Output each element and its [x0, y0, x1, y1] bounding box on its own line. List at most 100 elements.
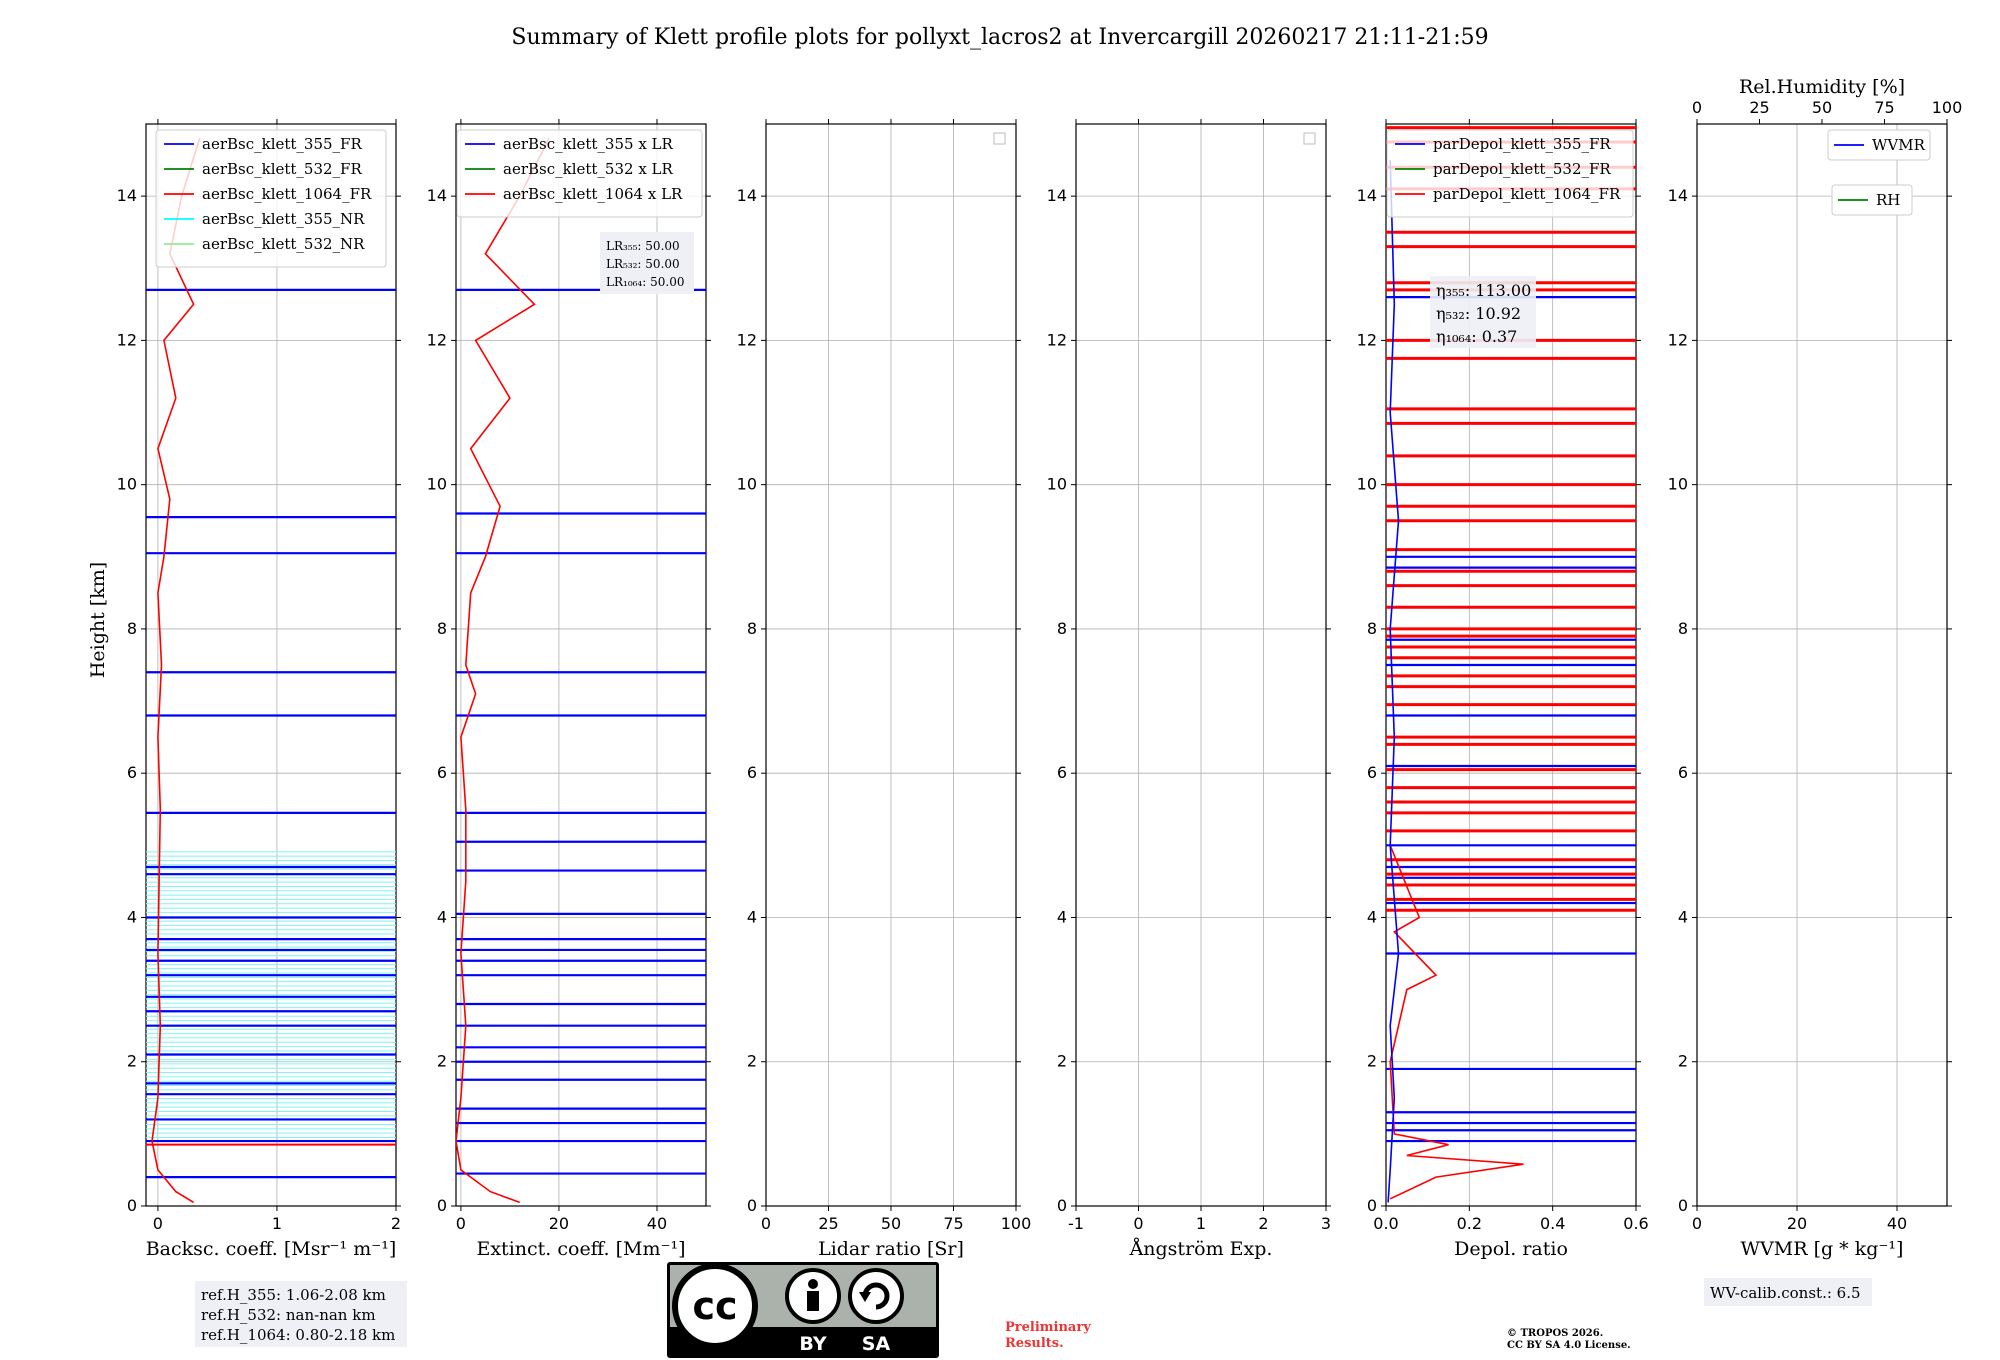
- sa-arrow-head: [859, 1292, 871, 1302]
- by-person-head: [808, 1279, 818, 1289]
- panel-frame: [145, 123, 397, 1207]
- top-x-tick-label: 50: [1812, 98, 1832, 117]
- by-label: BY: [799, 1333, 826, 1355]
- sa-share-icon: [848, 1268, 904, 1324]
- refh-532: ref.H_532: nan-nan km: [201, 1306, 376, 1324]
- cc-by-sa-badge: cc BY SA: [667, 1262, 939, 1358]
- y-tick-label: 10: [117, 475, 137, 494]
- x-tick-label: 2: [1258, 1214, 1268, 1233]
- empty-legend-box: [993, 132, 1006, 145]
- x-tick-label: 0: [456, 1214, 466, 1233]
- x-tick-label: 50: [881, 1214, 901, 1233]
- x-tick-label: 40: [647, 1214, 667, 1233]
- ext-legend-entry: aerBsc_klett_1064 x LR: [503, 185, 683, 203]
- y-tick-label: 14: [1047, 186, 1067, 205]
- wv-calib-text: WV-calib.const.: 6.5: [1710, 1284, 1861, 1302]
- y-tick-label: 12: [427, 330, 447, 349]
- x-tick-label: 0: [1133, 1214, 1143, 1233]
- y-tick-label: 2: [1057, 1052, 1067, 1071]
- x-tick-label: 0.0: [1373, 1214, 1398, 1233]
- panel-extinction: 0 20 40 0 2 4 6 8 10 12 14 Extinct. coeff. [Mm⁻¹] ae…: [427, 119, 711, 1260]
- y-tick-label: 12: [1357, 330, 1377, 349]
- x-axis-label: Backsc. coeff. [Msr⁻¹ m⁻¹]: [146, 1238, 397, 1260]
- top-x-tick-label: 25: [1749, 98, 1769, 117]
- x-tick-label: 1: [272, 1214, 282, 1233]
- y-tick-label: 4: [437, 907, 447, 926]
- eta-annotation-box: [1430, 276, 1536, 348]
- preliminary-line1: Preliminary: [1005, 1320, 1091, 1335]
- top-x-tick-label: 75: [1874, 98, 1894, 117]
- y-tick-label: 10: [1668, 475, 1688, 494]
- x-tick-label: 2: [391, 1214, 401, 1233]
- panel-data-layer: [146, 138, 396, 1204]
- eta-annotation-line: η₅₃₂: 10.92: [1436, 304, 1521, 323]
- y-tick-label: 12: [1668, 330, 1688, 349]
- dep-legend-entry: parDepol_klett_355_FR: [1433, 135, 1611, 153]
- figure-title: Summary of Klett profile plots for polly…: [511, 25, 1488, 50]
- y-tick-label: 8: [1057, 619, 1067, 638]
- empty-legend-box: [1303, 132, 1316, 145]
- ext1064-profile: [456, 138, 550, 1204]
- refh-box-bg: [195, 1281, 407, 1347]
- x-tick-label: 20: [549, 1214, 569, 1233]
- ext-legend-entry: aerBsc_klett_532 x LR: [503, 160, 674, 178]
- y-tick-label: 12: [1047, 330, 1067, 349]
- y-tick-label: 14: [427, 186, 447, 205]
- y-tick-label: 10: [1357, 475, 1377, 494]
- eta-annotation-line: η₁₀₆₄: 0.37: [1436, 327, 1517, 346]
- lr-annotation-line: LR₃₅₅: 50.00: [606, 239, 680, 253]
- y-tick-label: 14: [737, 186, 757, 205]
- wv-legend-entry: RH: [1876, 191, 1900, 209]
- top-x-tick-label: 0: [1692, 98, 1702, 117]
- depol355-profile: [1387, 160, 1400, 1203]
- x-tick-label: 20: [1787, 1214, 1807, 1233]
- copyright-line2: CC BY SA 4.0 License.: [1507, 1340, 1631, 1351]
- cc-circle-icon: [672, 1263, 758, 1349]
- y-tick-label: 2: [1678, 1052, 1688, 1071]
- wv-legend-box: [1831, 184, 1913, 216]
- bsc-legend-entry: aerBsc_klett_1064_FR: [202, 185, 372, 203]
- y-tick-label: 8: [747, 619, 757, 638]
- x-axis-label: Extinct. coeff. [Mm⁻¹]: [476, 1238, 685, 1260]
- y-tick-label: 2: [747, 1052, 757, 1071]
- y-tick-label: 2: [1367, 1052, 1377, 1071]
- x-tick-label: -1: [1068, 1214, 1084, 1233]
- panel-frame: [1696, 123, 1948, 1207]
- wv-legend-box: [1827, 129, 1931, 161]
- panel-depolarization: 0.0 0.2 0.4 0.6 0 2 4 6 8 10 12 14 Depol. ratio parDe…: [1357, 119, 1649, 1260]
- y-tick-label: 4: [1367, 907, 1377, 926]
- x-tick-label: 3: [1321, 1214, 1331, 1233]
- x-axis-label: WVMR [g * kg⁻¹]: [1741, 1238, 1904, 1260]
- y-tick-label: 8: [1678, 619, 1688, 638]
- bsc-legend-entry: aerBsc_klett_355_NR: [202, 210, 365, 228]
- wv-calib-bg: [1704, 1278, 1872, 1306]
- y-tick-label: 6: [1057, 763, 1067, 782]
- y-tick-label: 0: [127, 1196, 137, 1215]
- x-axis-label: Ångström Exp.: [1129, 1238, 1273, 1260]
- x-tick-label: 25: [818, 1214, 838, 1233]
- y-tick-label: 0: [437, 1196, 447, 1215]
- bsc-legend-entry: aerBsc_klett_532_NR: [202, 235, 365, 253]
- wv-legend-entry: WVMR: [1872, 136, 1926, 154]
- top-x-tick-label: 100: [1932, 98, 1963, 117]
- y-tick-label: 10: [427, 475, 447, 494]
- y-axis-label: Height [km]: [87, 562, 109, 678]
- copyright-line1: © TROPOS 2026.: [1507, 1328, 1603, 1339]
- panel-lidar-ratio: 0 25 50 75 100 0 2 4 6 8 10 12 14 Lidar ratio [Sr]: [737, 119, 1031, 1260]
- y-tick-label: 6: [437, 763, 447, 782]
- preliminary-line2: Results.: [1005, 1336, 1064, 1351]
- x-axis-label: Depol. ratio: [1454, 1238, 1568, 1260]
- x-tick-label: 0.4: [1540, 1214, 1565, 1233]
- x-tick-label: 0: [761, 1214, 771, 1233]
- y-tick-label: 8: [127, 619, 137, 638]
- bsc-legend-box: [155, 129, 387, 268]
- eta-annotation-line: η₃₅₅: 113.00: [1436, 281, 1531, 300]
- x-tick-label: 0.6: [1623, 1214, 1648, 1233]
- cc-letters: cc: [692, 1284, 737, 1328]
- refh-1064: ref.H_1064: 0.80-2.18 km: [201, 1326, 395, 1344]
- depol1064-profile: [1389, 845, 1524, 1200]
- top-x-axis-label: Rel.Humidity [%]: [1739, 76, 1905, 98]
- sa-label: SA: [862, 1333, 891, 1355]
